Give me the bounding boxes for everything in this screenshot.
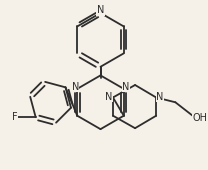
- Text: N: N: [105, 91, 113, 101]
- Text: F: F: [12, 112, 17, 122]
- Text: N: N: [156, 91, 164, 101]
- Text: N: N: [72, 82, 79, 92]
- Text: N: N: [97, 5, 104, 15]
- Text: OH: OH: [193, 113, 208, 123]
- Text: N: N: [122, 82, 129, 92]
